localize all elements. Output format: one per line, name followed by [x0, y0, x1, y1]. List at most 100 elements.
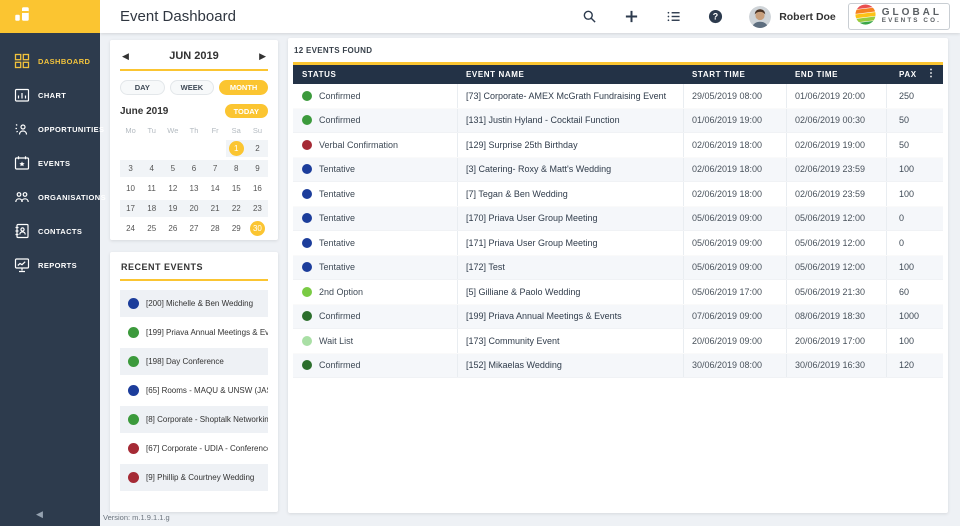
list-item[interactable]: [67] Corporate - UDIA - Conference — [120, 435, 268, 462]
list-item[interactable]: [65] Rooms - MAQU & UNSW (JASS) ... — [120, 377, 268, 404]
dashboard-grid-icon — [13, 53, 30, 70]
month-view-button[interactable]: MONTH — [219, 80, 268, 95]
event-name: [131] Justin Hyland - Cocktail Function — [458, 108, 684, 132]
today-button[interactable]: TODAY — [224, 104, 268, 118]
calendar-month-label: June 2019 — [120, 105, 169, 117]
calendar-day-9[interactable]: 9 — [246, 160, 268, 177]
event-name: [152] Mikaelas Wedding — [458, 353, 684, 377]
recent-events-accent-divider — [120, 279, 268, 281]
table-row[interactable]: Tentative [172] Test 05/06/2019 09:00 05… — [293, 255, 943, 280]
sidebar-item-chart[interactable]: CHART — [0, 78, 100, 112]
column-header-status[interactable]: STATUS — [302, 70, 337, 79]
calendar-day-25[interactable]: 25 — [147, 224, 157, 233]
pax-value: 1000 — [899, 311, 920, 322]
calendar-day-5[interactable]: 5 — [162, 160, 184, 177]
calendar-day-29[interactable]: 29 — [231, 224, 241, 233]
calendar-day-2[interactable]: 2 — [246, 140, 268, 157]
calendar-day-7[interactable]: 7 — [204, 160, 226, 177]
calendar-day-30[interactable]: 30 — [247, 220, 268, 237]
column-header-end-time[interactable]: END TIME — [795, 70, 839, 79]
list-item[interactable]: [199] Priava Annual Meetings & Even... — [120, 319, 268, 346]
table-options-kebab-icon[interactable]: ⋮ — [926, 68, 936, 79]
list-item[interactable]: [8] Corporate - Shoptalk Networking ... — [120, 406, 268, 433]
calendar-day-15[interactable]: 15 — [231, 184, 241, 193]
week-view-button[interactable]: WEEK — [169, 80, 215, 95]
pax-value: 50 — [899, 115, 910, 126]
column-header-pax[interactable]: PAX — [899, 70, 917, 79]
app-logo[interactable] — [0, 0, 100, 33]
pax-value: 100 — [899, 188, 915, 199]
table-header: STATUS EVENT NAME START TIME END TIME PA… — [293, 62, 943, 84]
list-item[interactable]: [9] Phillip & Courtney Wedding — [120, 464, 268, 491]
list-icon[interactable] — [665, 9, 681, 25]
chart-icon — [13, 87, 30, 104]
calendar-day-4[interactable]: 4 — [141, 160, 163, 177]
calendar-day-8[interactable]: 8 — [225, 160, 247, 177]
calendar-day-28[interactable]: 28 — [210, 224, 220, 233]
weekday-label: Tu — [147, 126, 156, 135]
calendar-day-12[interactable]: 12 — [168, 184, 178, 193]
list-item-label: [9] Phillip & Courtney Wedding — [146, 473, 255, 482]
sidebar-item-opportunities[interactable]: OPPORTUNITIES — [0, 112, 104, 146]
table-row[interactable]: Tentative [170] Priava User Group Meetin… — [293, 206, 943, 231]
calendar-day-21[interactable]: 21 — [204, 200, 226, 217]
user-name[interactable]: Robert Doe — [779, 10, 836, 23]
weekday-label: We — [167, 126, 179, 135]
brand-text: GLOBAL EVENTS CO. — [881, 6, 942, 25]
recent-events-panel: RECENT EVENTS [200] Michelle & Ben Weddi… — [110, 252, 278, 512]
calendar-day-27[interactable]: 27 — [189, 224, 199, 233]
add-icon[interactable] — [623, 9, 639, 25]
table-row[interactable]: Tentative [7] Tegan & Ben Wedding 02/06/… — [293, 182, 943, 207]
column-header-event-name[interactable]: EVENT NAME — [466, 70, 525, 79]
calendar-day-17[interactable]: 17 — [120, 200, 142, 217]
calendar-day-18[interactable]: 18 — [141, 200, 163, 217]
prev-month-icon[interactable]: ◀ — [122, 50, 129, 61]
help-icon[interactable]: ? — [707, 9, 723, 25]
user-avatar[interactable] — [749, 5, 772, 28]
calendar-day-22[interactable]: 22 — [225, 200, 247, 217]
table-row[interactable]: Confirmed [199] Priava Annual Meetings &… — [293, 304, 943, 329]
sidebar-item-dashboard[interactable]: DASHBOARD — [0, 44, 100, 78]
column-header-start-time[interactable]: START TIME — [692, 70, 746, 79]
table-row[interactable]: Confirmed [73] Corporate- AMEX McGrath F… — [293, 84, 943, 109]
table-row[interactable]: Verbal Confirmation [129] Surprise 25th … — [293, 133, 943, 158]
calendar-day-6[interactable]: 6 — [183, 160, 205, 177]
calendar-day-26[interactable]: 26 — [168, 224, 178, 233]
sidebar-collapse-icon[interactable]: ◀ — [36, 509, 43, 519]
sidebar-item-events[interactable]: EVENTS — [0, 146, 100, 180]
calendar-day-10[interactable]: 10 — [126, 184, 136, 193]
calendar-day-16[interactable]: 16 — [252, 184, 262, 193]
list-item-label: [198] Day Conference — [146, 357, 224, 366]
calendar-day-20[interactable]: 20 — [183, 200, 205, 217]
calendar-day-24[interactable]: 24 — [126, 224, 136, 233]
calendar-day-13[interactable]: 13 — [189, 184, 199, 193]
calendar-day-3[interactable]: 3 — [120, 160, 142, 177]
sidebar-item-contacts[interactable]: CONTACTS — [0, 214, 100, 248]
calendar-day-1[interactable]: 1 — [225, 140, 247, 157]
table-row[interactable]: 2nd Option [5] Gilliane & Paolo Wedding … — [293, 280, 943, 305]
calendar-day-11[interactable]: 11 — [147, 184, 156, 193]
brand-name: GLOBAL — [881, 6, 942, 18]
status-label: Verbal Confirmation — [319, 139, 399, 150]
list-item[interactable]: [200] Michelle & Ben Wedding — [120, 290, 268, 317]
list-item[interactable]: [198] Day Conference — [120, 348, 268, 375]
sidebar-item-reports[interactable]: REPORTS — [0, 248, 100, 282]
calendar-day-23[interactable]: 23 — [246, 200, 268, 217]
table-row[interactable]: Tentative [171] Priava User Group Meetin… — [293, 231, 943, 256]
day-view-button[interactable]: DAY — [120, 80, 165, 95]
table-row[interactable]: Tentative [3] Catering- Roxy & Matt's We… — [293, 157, 943, 182]
calendar-day-19[interactable]: 19 — [162, 200, 184, 217]
list-item-label: [200] Michelle & Ben Wedding — [146, 299, 254, 308]
calendar-day-14[interactable]: 14 — [210, 184, 220, 193]
table-row[interactable]: Wait List [173] Community Event 20/06/20… — [293, 329, 943, 354]
calendar-day-empty — [141, 140, 162, 157]
table-row[interactable]: Confirmed [152] Mikaelas Wedding 30/06/2… — [293, 353, 943, 378]
next-month-icon[interactable]: ▶ — [259, 50, 266, 61]
table-row[interactable]: Confirmed [131] Justin Hyland - Cocktail… — [293, 108, 943, 133]
status-dot — [302, 213, 312, 224]
end-time: 05/06/2019 12:00 — [787, 206, 887, 230]
search-icon[interactable] — [581, 9, 597, 25]
status-dot — [128, 414, 139, 425]
sidebar-item-organisations[interactable]: ORGANISATIONS — [0, 180, 106, 214]
